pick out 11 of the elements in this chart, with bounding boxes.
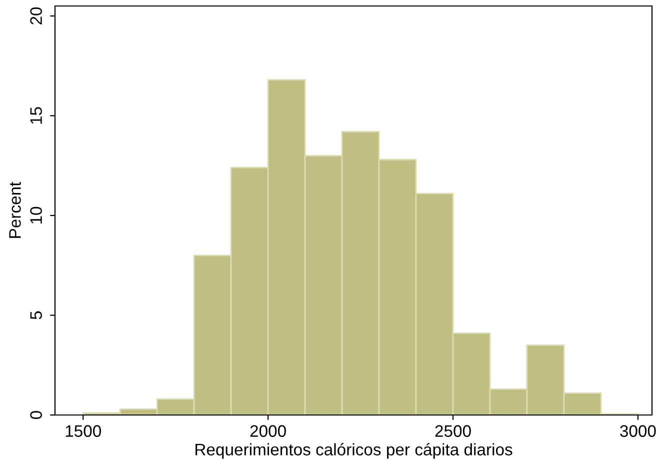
x-tick-label: 3000	[620, 425, 656, 437]
y-tick-label: 5	[30, 311, 42, 320]
y-tick-label: 0	[30, 411, 42, 419]
y-tick-label: 15	[30, 107, 42, 124]
x-tick-label: 1500	[66, 425, 101, 437]
x-tick-label: 2500	[435, 425, 471, 437]
y-tick-label: 20	[30, 7, 42, 24]
x-tick-label: 2000	[250, 425, 286, 437]
x-axis-title: Requerimientos calóricos per cápita diarios	[196, 443, 512, 459]
y-tick-label: 10	[30, 206, 42, 224]
y-axis-title: Percent	[9, 182, 21, 238]
